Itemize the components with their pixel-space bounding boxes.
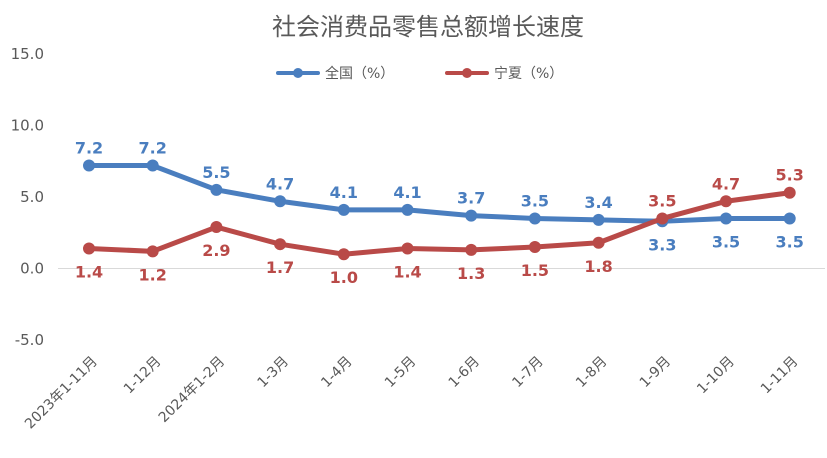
x-tick-label: 1-4月 xyxy=(318,354,355,391)
data-point xyxy=(210,221,223,234)
data-label: 3.3 xyxy=(648,235,676,254)
x-tick-label: 1-12月 xyxy=(121,354,165,398)
data-point xyxy=(146,245,159,258)
data-point xyxy=(528,241,541,254)
data-label: 3.5 xyxy=(521,191,549,210)
x-tick-label: 1-8月 xyxy=(573,354,610,391)
data-point xyxy=(783,186,796,199)
legend-item: 全国（%） xyxy=(276,65,394,82)
data-label: 1.4 xyxy=(393,262,421,281)
data-label: 5.5 xyxy=(202,163,230,182)
legend-label: 全国（%） xyxy=(325,65,394,82)
data-point xyxy=(592,236,605,249)
data-label: 4.1 xyxy=(330,183,358,202)
x-tick-label: 1-5月 xyxy=(382,354,419,391)
x-tick-label: 1-3月 xyxy=(255,354,292,391)
y-tick-label: -5.0 xyxy=(15,331,44,349)
data-label: 1.8 xyxy=(584,257,612,276)
data-point xyxy=(720,195,732,208)
data-label: 1.2 xyxy=(139,265,167,284)
data-point xyxy=(720,212,732,225)
series-0 xyxy=(83,159,796,228)
legend-swatch-marker xyxy=(462,68,472,78)
data-point xyxy=(274,238,287,251)
data-label: 4.1 xyxy=(393,183,421,202)
y-tick-label: 5.0 xyxy=(20,188,44,206)
data-point xyxy=(656,212,669,225)
data-point xyxy=(783,212,796,225)
data-point xyxy=(401,203,414,216)
legend-swatch-marker xyxy=(293,68,303,78)
data-label: 3.5 xyxy=(712,232,740,251)
legend-item: 宁夏（%） xyxy=(445,65,563,82)
y-tick-label: 15.0 xyxy=(11,45,44,63)
data-point xyxy=(83,159,95,172)
data-label: 7.2 xyxy=(139,139,167,158)
data-label: 3.5 xyxy=(648,191,676,210)
x-tick-label: 2024年1-2月 xyxy=(156,354,228,426)
x-tick-label: 1-6月 xyxy=(446,354,483,391)
x-tick-label: 1-9月 xyxy=(637,354,674,391)
data-label: 1.4 xyxy=(75,262,103,281)
series-1 xyxy=(83,186,796,261)
data-point xyxy=(337,248,350,261)
y-axis: 15.0 10.0 5.0 0.0 -5.0 xyxy=(11,45,825,349)
legend: 全国（%） 宁夏（%） xyxy=(276,65,563,82)
data-point xyxy=(210,183,223,196)
data-point xyxy=(146,159,159,172)
data-label: 3.7 xyxy=(457,189,485,208)
data-point xyxy=(337,203,350,216)
x-tick-label: 2023年1-11月 xyxy=(22,354,101,433)
data-label: 4.7 xyxy=(712,174,740,193)
data-label: 3.5 xyxy=(776,232,804,251)
data-point xyxy=(401,242,414,255)
data-label: 3.4 xyxy=(584,193,612,212)
data-label: 5.3 xyxy=(776,166,804,185)
x-tick-label: 1-7月 xyxy=(509,354,546,391)
chart-title: 社会消费品零售总额增长速度 xyxy=(272,13,584,41)
data-label: 7.2 xyxy=(75,139,103,158)
data-point xyxy=(528,212,541,225)
series-line xyxy=(86,190,793,257)
data-label: 1.3 xyxy=(457,264,485,283)
x-tick-label: 1-11月 xyxy=(758,354,802,398)
y-tick-label: 0.0 xyxy=(20,260,44,278)
data-label: 2.9 xyxy=(202,241,230,260)
data-point xyxy=(274,195,287,208)
data-label: 1.5 xyxy=(521,261,549,280)
legend-label: 宁夏（%） xyxy=(494,65,563,82)
series-layer: 7.2 7.2 5.5 4.7 4.1 4.1 3.7 3.5 3.4 3.3 3.5 3.5 1.4 1… xyxy=(75,139,804,288)
y-tick-label: 10.0 xyxy=(11,117,44,135)
x-tick-label: 1-10月 xyxy=(694,354,738,398)
data-label: 1.0 xyxy=(330,268,358,287)
series-line xyxy=(86,163,793,224)
data-label: 4.7 xyxy=(266,174,294,193)
data-label: 1.7 xyxy=(266,258,294,277)
data-point xyxy=(83,242,95,255)
data-point xyxy=(592,213,605,226)
data-point xyxy=(465,209,478,222)
data-point xyxy=(465,243,478,256)
